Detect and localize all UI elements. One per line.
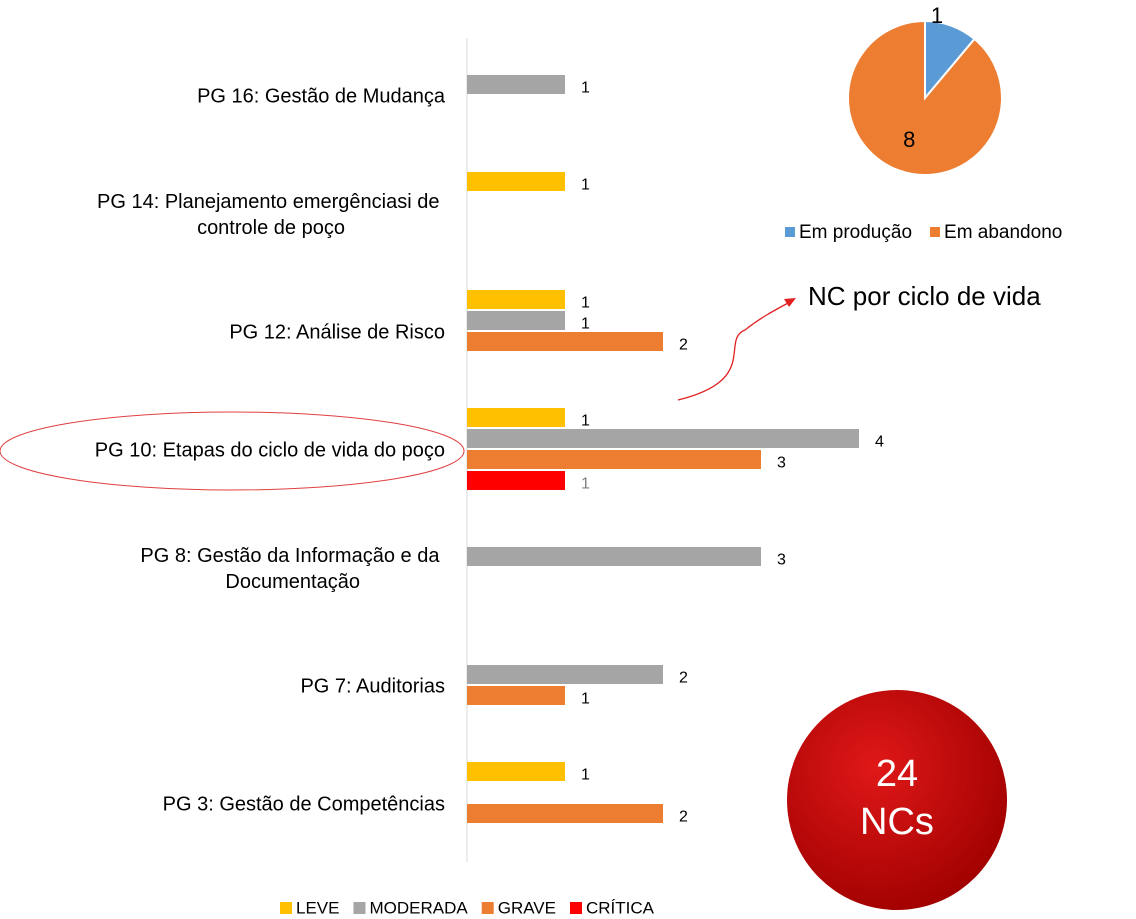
bar	[467, 762, 565, 781]
bar	[467, 75, 565, 94]
pie-slice	[847, 19, 1003, 176]
category-label: PG 16: Gestão de Mudança	[197, 85, 446, 107]
value-label: 1	[581, 413, 590, 430]
badge-count: 24	[876, 753, 918, 795]
legend-swatch	[569, 902, 582, 914]
highlight-ellipse	[0, 411, 465, 491]
category-label: PG 10: Etapas do ciclo de vida do poço	[95, 439, 445, 461]
legend-swatch	[930, 227, 941, 237]
value-label: 1	[581, 295, 590, 312]
value-label: 2	[679, 670, 688, 687]
value-label: 1	[581, 691, 590, 708]
value-label: 3	[777, 455, 786, 472]
value-label: 1	[581, 767, 590, 784]
legend-label: MODERADA	[369, 898, 468, 917]
badge-circle	[787, 690, 1007, 910]
bar	[467, 686, 565, 705]
bar	[467, 665, 663, 684]
bar	[467, 450, 761, 469]
legend-label: CRÍTICA	[586, 898, 655, 917]
bar	[467, 547, 761, 566]
category-label: PG 7: Auditorias	[300, 675, 445, 697]
value-label: 1	[581, 316, 590, 333]
bar	[467, 804, 663, 823]
category-label: PG 12: Análise de Risco	[229, 321, 445, 343]
value-label: 1	[581, 80, 590, 97]
value-label: 1	[581, 476, 590, 493]
pie-label: 8	[903, 127, 915, 152]
value-label: 2	[679, 337, 688, 354]
value-label: 2	[679, 809, 688, 826]
bar	[467, 429, 859, 448]
value-label: 1	[581, 177, 590, 194]
bar	[467, 408, 565, 427]
bar	[467, 290, 565, 309]
annotation: NC por ciclo de vida	[808, 281, 1041, 311]
legend-label: GRAVE	[498, 898, 556, 917]
bar	[467, 332, 663, 351]
legend-swatch	[785, 227, 795, 237]
bar	[467, 172, 565, 191]
annotation-arrow	[677, 301, 791, 401]
badge-unit: NCs	[860, 801, 934, 843]
legend-swatch	[280, 902, 292, 914]
category-label: PG 8: Gestão da Informação e da Document…	[140, 545, 445, 593]
bar	[467, 471, 565, 490]
legend-label: Em abandono	[944, 222, 1062, 243]
legend-label: Em produção	[799, 222, 912, 243]
legend-swatch	[353, 902, 366, 914]
pie-label: 1	[931, 3, 943, 28]
legend-label: LEVE	[296, 898, 339, 917]
category-label: PG 3: Gestão de Competências	[163, 793, 445, 815]
value-label: 4	[875, 434, 884, 451]
category-label: PG 14: Planejamento emergênciasi de cont…	[97, 191, 445, 239]
bar	[467, 311, 565, 330]
value-label: 3	[777, 552, 786, 569]
legend-swatch	[481, 902, 494, 914]
arrow-head	[784, 298, 796, 307]
